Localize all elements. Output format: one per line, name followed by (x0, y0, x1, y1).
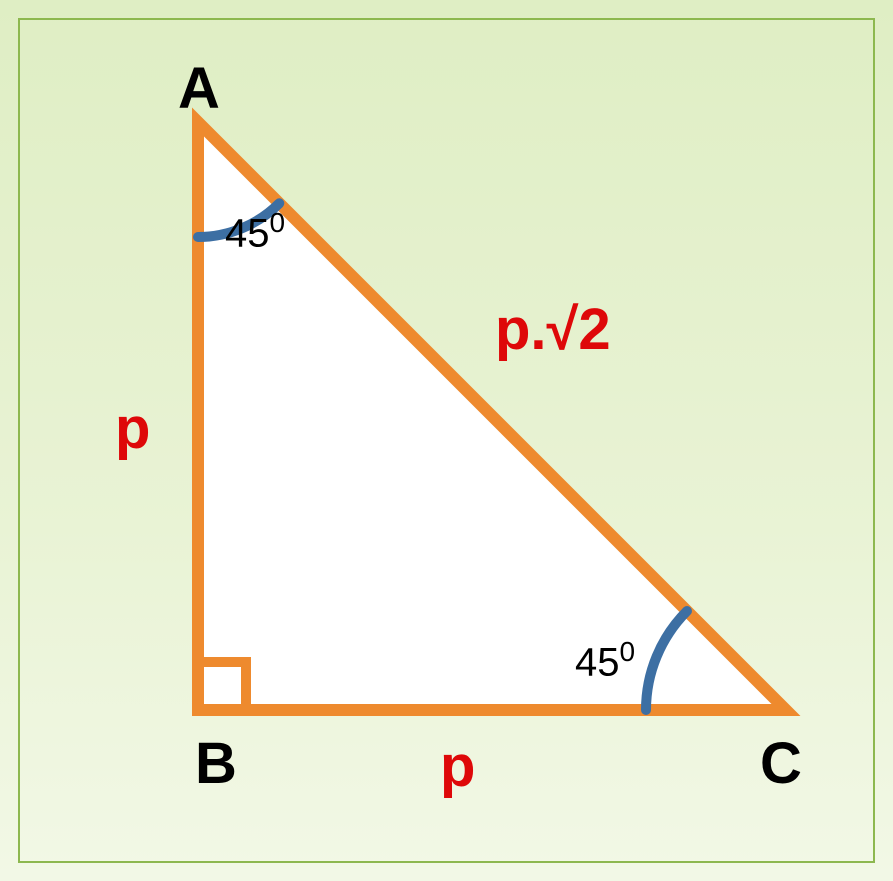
angle-label-c-value: 45 (575, 640, 620, 684)
angle-label-a-value: 45 (225, 211, 270, 255)
diagram-canvas: A B C p p p.√2 450 450 (0, 0, 893, 881)
side-label-bc: p (440, 733, 475, 800)
angle-label-c-sup: 0 (620, 636, 636, 667)
vertex-label-c: C (760, 730, 802, 797)
side-label-ab: p (115, 395, 150, 462)
angle-label-a-sup: 0 (270, 207, 286, 238)
triangle (198, 122, 786, 710)
angle-label-a: 450 (225, 207, 285, 256)
angle-label-c: 450 (575, 636, 635, 685)
vertex-label-a: A (178, 55, 220, 122)
side-label-ac: p.√2 (495, 296, 611, 363)
vertex-label-b: B (195, 730, 237, 797)
